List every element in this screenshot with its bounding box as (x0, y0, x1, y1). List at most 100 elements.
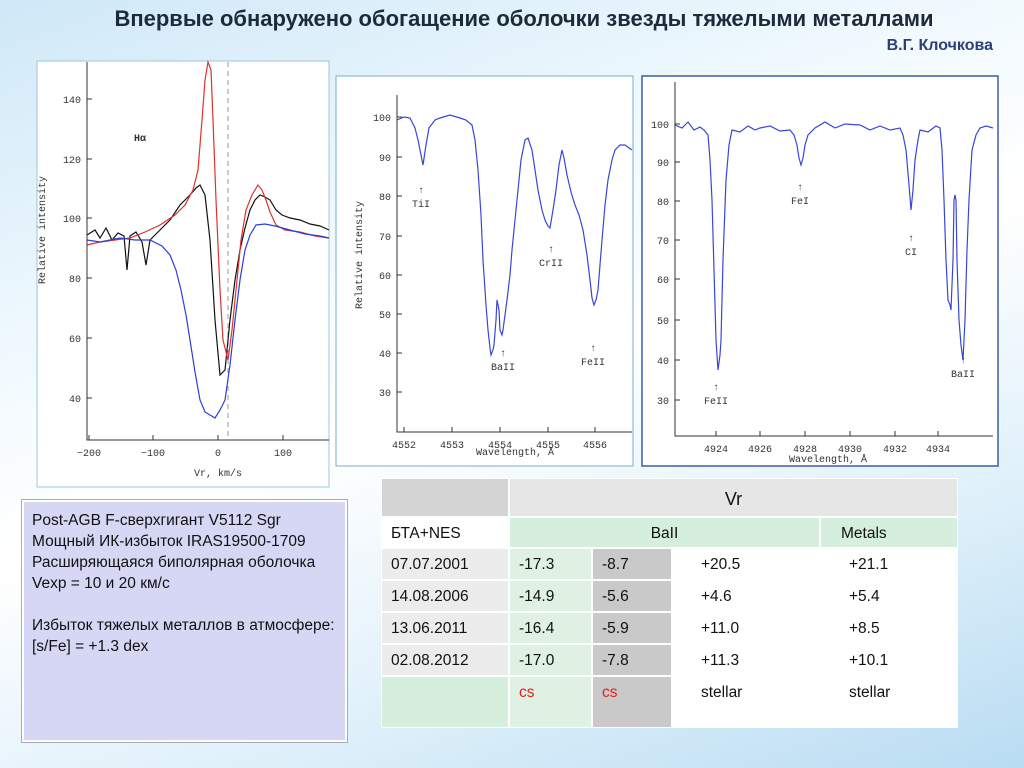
y-tick-label: 90 (657, 159, 669, 170)
x-tick-label: 4932 (883, 445, 907, 456)
line-label: Hα (134, 134, 146, 145)
table-cell: +8.5 (820, 612, 958, 644)
arrow: ↑ (960, 356, 966, 367)
y-tick-label: 80 (69, 275, 81, 286)
table-cell: 14.08.2006 (381, 580, 509, 612)
line-label: FeII (704, 397, 728, 408)
axes (396, 95, 632, 433)
x-tick-label: −100 (141, 449, 165, 460)
arrow: ↑ (548, 245, 554, 256)
table-cell: +21.1 (820, 548, 958, 580)
y-axis-label: Relative intensity (37, 176, 49, 284)
x-tick-label: −200 (77, 449, 101, 460)
slide-title: Впервые обнаружено обогащение оболочки з… (114, 6, 934, 31)
y-tick-label: 50 (379, 311, 391, 322)
x-tick-label: 4555 (536, 441, 560, 452)
table-cell: -16.4 (509, 612, 592, 644)
spectrum (674, 121, 994, 371)
x-axis-label: Wavelength, Å (476, 446, 554, 459)
x-tick-label: 4554 (488, 441, 512, 452)
y-tick-label: 90 (379, 154, 391, 165)
y-tick-label: 100 (63, 215, 81, 226)
y-tick-label: 100 (373, 114, 391, 125)
x-tick-label: 4928 (793, 445, 817, 456)
axes (674, 82, 993, 437)
y-tick-label: 70 (379, 233, 391, 244)
info-line: Post-AGB F-сверхгигант V5112 Sgr (32, 512, 281, 529)
y-tick-label: 60 (69, 335, 81, 346)
x-tick-label: 4934 (926, 445, 950, 456)
table-cell: +10.1 (820, 644, 958, 676)
y-tick-label: 140 (63, 96, 81, 107)
table-cell: BaII (509, 517, 820, 548)
arrow: ↑ (418, 186, 424, 197)
author: В.Г. Клочкова (886, 37, 993, 54)
line-label: FeI (791, 197, 809, 208)
info-line: Расширяющаяся биполярная оболочка Vexp =… (32, 554, 316, 592)
y-tick-label: 30 (379, 389, 391, 400)
table-cell: -17.0 (509, 644, 592, 676)
table-cell: 02.08.2012 (381, 644, 509, 676)
line-label: FeII (581, 358, 605, 369)
table-cell: 13.06.2011 (381, 612, 509, 644)
table-cell: stellar (672, 676, 820, 728)
y-tick-label: 120 (63, 156, 81, 167)
panel (641, 75, 999, 467)
table-cell: cs (592, 676, 672, 728)
info-box: Post-AGB F-сверхгигант V5112 Sgr Мощный И… (22, 500, 347, 742)
table-cell: +11.0 (672, 612, 820, 644)
arrow: ↑ (590, 344, 596, 355)
x-tick-label: 4930 (838, 445, 862, 456)
axes (86, 62, 329, 441)
table-cell: -14.9 (509, 580, 592, 612)
table-cell: -17.3 (509, 548, 592, 580)
arrow: ↑ (908, 234, 914, 245)
table-cell: -8.7 (592, 548, 672, 580)
table-cell: -5.9 (592, 612, 672, 644)
black-spectrum (86, 184, 330, 377)
y-tick-label: 100 (651, 121, 669, 132)
table-cell: stellar (820, 676, 958, 728)
panel (36, 60, 330, 488)
x-tick-label: 4552 (392, 441, 416, 452)
table-cell: Vr (509, 478, 958, 517)
table-cell: +11.3 (672, 644, 820, 676)
y-tick-label: 30 (657, 397, 669, 408)
x-tick-label: 4553 (440, 441, 464, 452)
x-axis-label: Vr, km/s (194, 468, 242, 480)
x-tick-label: 4924 (704, 445, 728, 456)
y-tick-label: 80 (379, 193, 391, 204)
line-label: BaII (491, 363, 515, 374)
info-line: Избыток тяжелых металлов в атмосфере: [s… (32, 617, 335, 655)
table-cell: +20.5 (672, 548, 820, 580)
x-tick-label: 4926 (748, 445, 772, 456)
blue-spectrum (86, 223, 330, 419)
line-label: CrII (539, 259, 563, 270)
y-tick-label: 60 (379, 272, 391, 283)
table-cell: cs (509, 676, 592, 728)
table-cell: БТА+NES (381, 517, 509, 548)
spectrum (396, 114, 633, 358)
line-label: TiI (412, 199, 430, 211)
x-tick-label: 100 (274, 449, 292, 460)
y-tick-label: 40 (379, 350, 391, 361)
table-cell: -7.8 (592, 644, 672, 676)
red-spectrum (86, 59, 330, 361)
line-label: CI (905, 248, 917, 259)
y-tick-label: 80 (657, 198, 669, 209)
x-tick-label: 4556 (583, 441, 607, 452)
x-axis-label: Wavelength, Å (789, 453, 867, 466)
y-axis-label: Relative intensity (354, 201, 366, 309)
y-tick-label: 50 (657, 317, 669, 328)
table-cell (381, 676, 509, 728)
table-cell: Metals (820, 517, 958, 548)
table-cell: +4.6 (672, 580, 820, 612)
table-cell: -5.6 (592, 580, 672, 612)
arrow: ↑ (713, 383, 719, 394)
y-tick-label: 60 (657, 276, 669, 287)
y-tick-label: 40 (657, 357, 669, 368)
y-tick-label: 40 (69, 395, 81, 406)
table-cell (381, 478, 509, 517)
